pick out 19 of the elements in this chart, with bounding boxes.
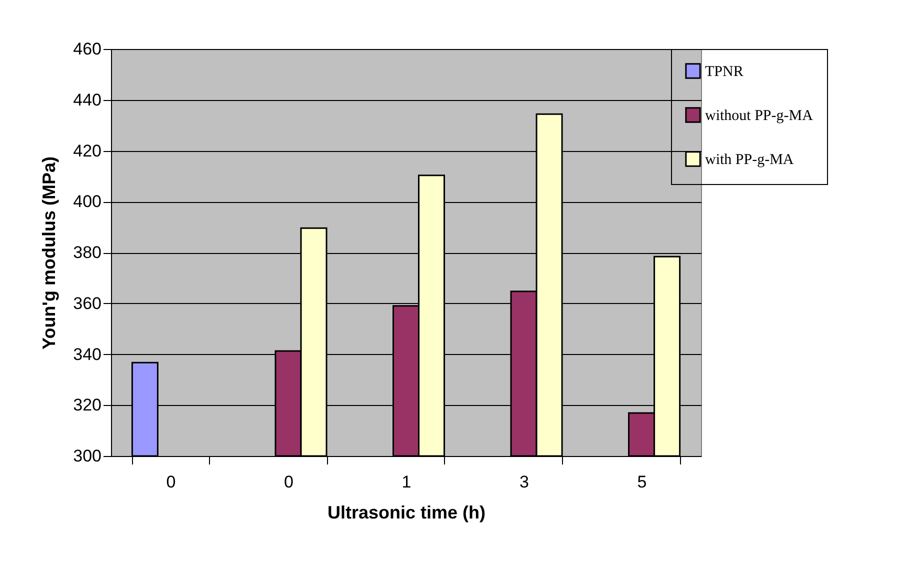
- legend-label: without PP-g-MA: [705, 108, 814, 124]
- y-tick-label: 420: [73, 141, 102, 160]
- y-tick-label: 460: [73, 40, 102, 58]
- x-tick-label: 3: [520, 472, 529, 492]
- y-tick-label: 320: [73, 396, 102, 415]
- y-tick-label: 400: [73, 192, 102, 212]
- y-axis-title: Youn'g modulus (MPa): [39, 156, 60, 350]
- legend-label: with PP-g-MA: [705, 152, 794, 168]
- x-tick-label: 0: [166, 472, 176, 492]
- y-tick-label: 380: [73, 243, 102, 262]
- x-tick-label: 5: [637, 472, 647, 492]
- y-tick-label: 300: [73, 446, 102, 466]
- x-tick-label: 0: [284, 472, 294, 492]
- x-tick-label: 1: [402, 472, 412, 492]
- y-tick-label: 340: [73, 344, 102, 364]
- y-tick-label: 440: [73, 90, 102, 110]
- x-axis-title: Ultrasonic time (h): [327, 502, 486, 522]
- y-tick-label: 360: [73, 294, 102, 313]
- legend-label: TPNR: [705, 64, 744, 80]
